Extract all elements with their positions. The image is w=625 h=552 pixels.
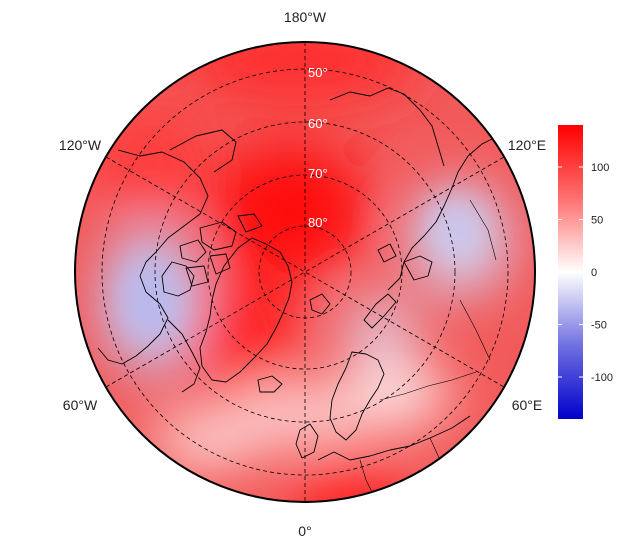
lon-label-upper-right: 120°E xyxy=(508,137,546,153)
colorbar-tick-label: -100 xyxy=(591,372,613,384)
novaya-zemlya xyxy=(363,293,397,329)
archipelago-4 xyxy=(185,265,209,287)
field-shading xyxy=(75,42,535,502)
severnaya-zemlya xyxy=(377,243,397,263)
lat-label-50: 50° xyxy=(308,65,328,80)
iceland xyxy=(257,375,283,393)
colorbar-gradient xyxy=(558,125,583,419)
borders-2 xyxy=(359,459,375,497)
archipelago-1 xyxy=(199,221,237,251)
svalbard xyxy=(309,293,331,315)
lat-circle-60 xyxy=(154,121,456,423)
lon-label-top: 180°W xyxy=(284,9,327,25)
taymyr xyxy=(403,255,433,281)
borders-1 xyxy=(379,371,477,401)
alaska xyxy=(169,129,237,173)
scandinavia xyxy=(329,351,385,441)
colorbar: 100 50 0 -50 -100 xyxy=(558,125,613,419)
map-boundary xyxy=(74,41,536,503)
borders-4 xyxy=(459,299,491,361)
lon-label-upper-left: 120°W xyxy=(59,137,102,153)
lat-label-70: 70° xyxy=(308,166,328,181)
borders-5 xyxy=(469,199,497,261)
colorbar-tick-label: -50 xyxy=(591,320,607,332)
british-isles xyxy=(295,423,319,459)
archipelago-3 xyxy=(209,253,231,275)
kamchatka xyxy=(419,109,445,167)
chukotka xyxy=(329,87,421,111)
north-america-coast xyxy=(97,149,209,365)
archipelago-5 xyxy=(237,213,263,233)
colorbar-tick-label: 100 xyxy=(591,162,609,174)
lon-label-lower-left: 60°W xyxy=(63,397,98,413)
lon-label-lower-right: 60°E xyxy=(512,397,543,413)
archipelago-2 xyxy=(179,239,207,263)
siberia-coast xyxy=(387,135,499,291)
colorbar-tick-label: 0 xyxy=(591,267,597,279)
hudson-bay xyxy=(161,261,195,297)
lat-label-80: 80° xyxy=(308,215,328,230)
lat-label-60: 60° xyxy=(308,116,328,131)
graticule xyxy=(101,42,509,502)
greenland-outline xyxy=(199,237,293,383)
lat-circle-50 xyxy=(101,68,509,476)
labrador xyxy=(167,319,201,393)
colorbar-tick-label: 50 xyxy=(591,215,603,227)
europe-coast xyxy=(317,415,471,461)
lon-label-bottom: 0° xyxy=(298,523,311,539)
